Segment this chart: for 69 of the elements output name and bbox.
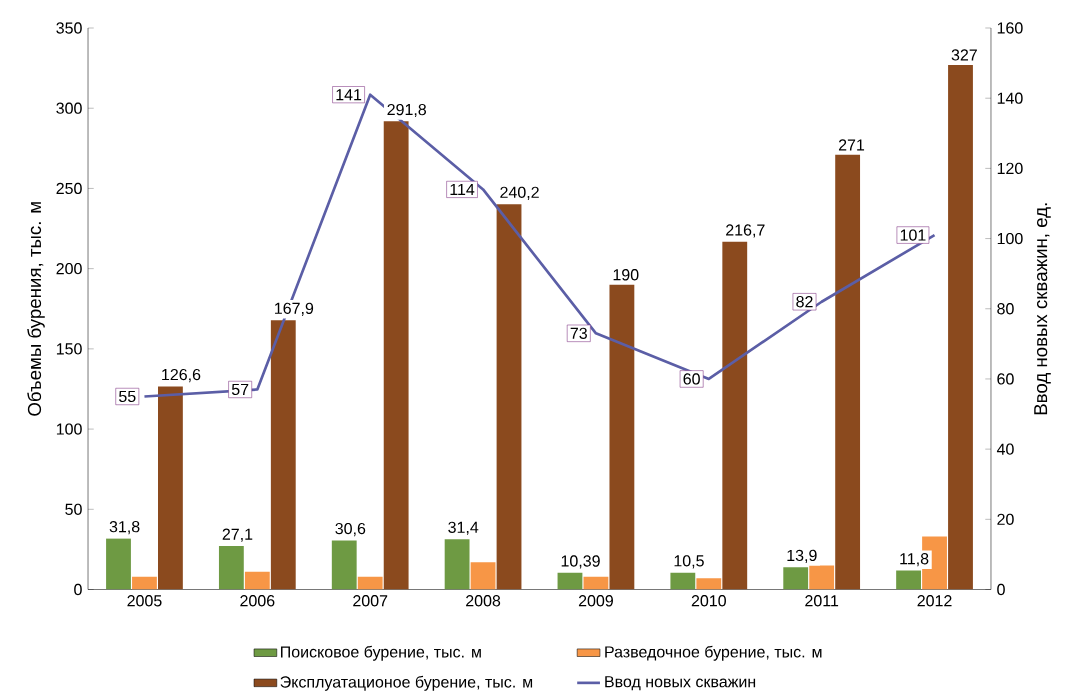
legend-label: Поисковое бурение, тыс. м — [281, 645, 481, 661]
data-label: 60 — [683, 373, 700, 385]
data-label: 291,8 — [387, 103, 427, 117]
bar — [357, 576, 383, 590]
x-tick-label: 2010 — [691, 595, 726, 607]
y2-tick-label: 160 — [997, 22, 1023, 34]
bar — [835, 154, 861, 590]
y-tick-label: 200 — [56, 262, 82, 275]
data-label: 126,6 — [162, 368, 201, 383]
data-label: 167,9 — [275, 302, 314, 316]
bar — [696, 578, 722, 590]
y-tick-label: 150 — [56, 343, 82, 355]
data-label: 11,8 — [900, 552, 929, 567]
data-label: 27,1 — [222, 528, 253, 542]
data-label: 55 — [119, 390, 136, 402]
legend-label: Эксплуатационое бурение, тыс. м — [280, 675, 533, 691]
legend-label: Ввод новых скважин — [605, 676, 756, 691]
data-label: 327 — [951, 49, 977, 61]
y2-tick-label: 80 — [997, 302, 1014, 315]
x-tick-label: 2006 — [240, 595, 275, 607]
data-label: 10,5 — [674, 555, 704, 569]
bar — [809, 565, 835, 590]
bar — [896, 570, 921, 590]
y-tick-label: 250 — [56, 182, 82, 194]
data-label: 101 — [900, 229, 926, 241]
data-label: 190 — [613, 268, 639, 281]
bar — [218, 545, 244, 590]
bar — [470, 562, 496, 590]
y-tick-label: 0 — [74, 583, 82, 596]
y2-tick-label: 140 — [997, 92, 1023, 104]
bar — [583, 576, 609, 590]
y2-tick-label: 0 — [997, 583, 1005, 596]
x-tick-label: 2007 — [353, 595, 388, 607]
y-tick-label: 300 — [56, 102, 82, 114]
y2-tick-label: 100 — [997, 232, 1023, 245]
y-axis-title: Объемы бурения, тыс. м — [27, 202, 45, 416]
x-tick-label: 2012 — [917, 595, 952, 607]
data-label: 114 — [450, 183, 475, 195]
bar — [331, 540, 357, 590]
data-label: 31,4 — [448, 521, 479, 535]
x-tick-label: 2008 — [466, 595, 501, 607]
y-tick-label: 100 — [56, 423, 82, 435]
bar — [106, 538, 131, 590]
bar — [270, 320, 296, 590]
data-label: 30,6 — [335, 522, 366, 537]
y2-tick-label: 40 — [996, 443, 1014, 455]
data-label: 13,9 — [787, 549, 817, 563]
data-label: 82 — [796, 295, 813, 308]
bar — [132, 576, 157, 590]
y2-tick-label: 120 — [997, 162, 1023, 174]
y-tick-label: 350 — [56, 22, 82, 34]
x-tick-label: 2011 — [805, 595, 839, 607]
data-label: 216,7 — [726, 224, 765, 238]
data-label: 73 — [570, 327, 587, 339]
y2-tick-label: 60 — [997, 373, 1014, 385]
data-label: 240,2 — [500, 186, 539, 200]
bar — [244, 571, 270, 590]
legend-label: Разведочное бурение, тыс. м — [605, 645, 822, 661]
data-label: 271 — [838, 139, 865, 151]
y2-axis-title: Ввод новых скважин, ед. — [1034, 203, 1051, 415]
data-label: 31,8 — [109, 520, 140, 535]
data-label: 10,39 — [561, 555, 600, 569]
data-label: 57 — [231, 383, 249, 395]
bar — [783, 567, 809, 590]
x-tick-label: 2005 — [127, 595, 162, 607]
y-tick-label: 50 — [65, 503, 82, 515]
data-label: 141 — [336, 89, 362, 101]
y2-tick-label: 20 — [997, 513, 1014, 525]
x-tick-label: 2009 — [578, 595, 613, 607]
